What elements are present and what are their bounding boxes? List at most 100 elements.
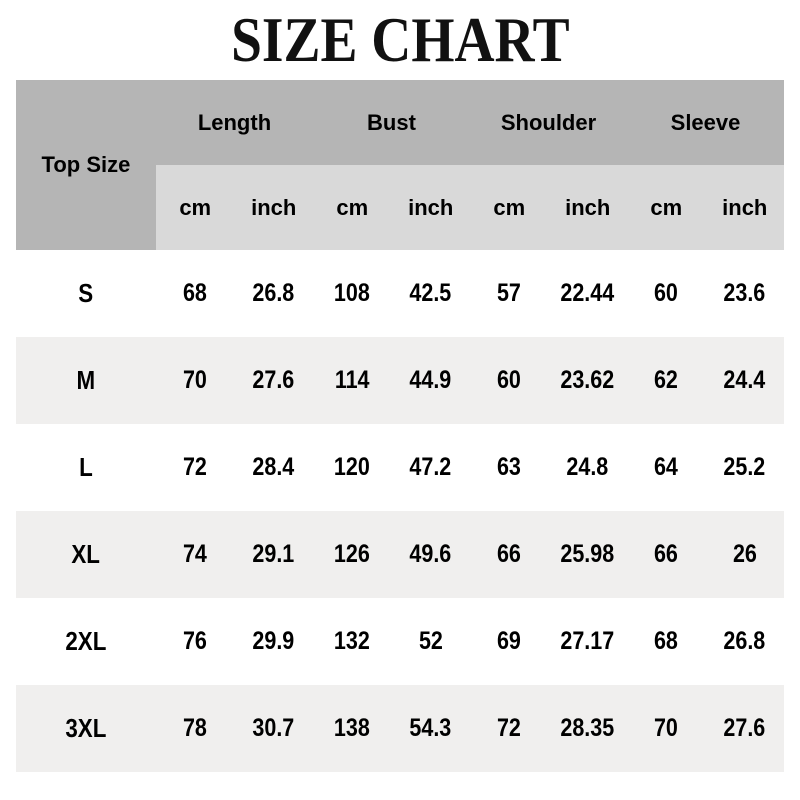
measurement-value: 27.6 [723, 714, 766, 742]
measurement-value: 49.6 [409, 540, 452, 568]
measurement-cell: 24.4 [706, 337, 785, 424]
measurement-cell: 26.8 [706, 598, 785, 685]
measurement-value: 126 [334, 540, 371, 568]
unit-header-cell: inch [391, 165, 470, 250]
group-header-bust: Bust [312, 80, 470, 165]
measurement-value: 108 [334, 279, 371, 307]
measurement-value: 63 [497, 453, 522, 481]
size-label: M [76, 365, 96, 395]
measurement-value: 25.2 [723, 453, 766, 481]
measurement-value: 29.9 [252, 627, 295, 655]
measurement-cell: 70 [627, 685, 706, 772]
measurement-cell: 26.8 [234, 250, 313, 337]
measurement-value: 62 [654, 366, 679, 394]
measurement-value: 22.44 [560, 279, 615, 307]
page-header: SIZE CHART [0, 0, 800, 80]
measurement-cell: 68 [156, 250, 235, 337]
measurement-value: 24.8 [566, 453, 609, 481]
measurement-value: 68 [654, 627, 679, 655]
measurement-value: 26.8 [252, 279, 295, 307]
measurement-value: 64 [654, 453, 679, 481]
size-label: 2XL [65, 626, 107, 656]
measurement-value: 70 [183, 366, 208, 394]
size-label-cell: XL [16, 511, 156, 598]
group-header-length: Length [155, 80, 313, 165]
measurement-cell: 66 [627, 511, 706, 598]
measurement-value: 47.2 [409, 453, 452, 481]
measurement-cell: 25.98 [549, 511, 628, 598]
measurement-value: 54.3 [409, 714, 452, 742]
size-chart-table: Top Size Length Bust Shoulder Sleeve cm … [15, 80, 785, 772]
size-label-cell: M [16, 337, 156, 424]
unit-header-cell: inch [705, 165, 785, 250]
measurement-value: 44.9 [409, 366, 452, 394]
measurement-cell: 68 [627, 598, 706, 685]
size-label: L [79, 452, 93, 482]
measurement-cell: 29.1 [234, 511, 313, 598]
measurement-cell: 28.35 [549, 685, 628, 772]
measurement-cell: 44.9 [391, 337, 470, 424]
group-header-row: Top Size Length Bust Shoulder Sleeve [15, 80, 785, 250]
measurement-cell: 27.6 [234, 337, 313, 424]
measurement-value: 27.6 [252, 366, 295, 394]
measurement-cell: 30.7 [234, 685, 313, 772]
measurement-value: 69 [497, 627, 522, 655]
size-label-cell: L [16, 424, 156, 511]
measurement-value: 57 [497, 279, 522, 307]
measurement-value: 68 [183, 279, 208, 307]
size-row-l: L 72 28.4 120 47.2 63 24.8 64 25.2 [15, 424, 785, 511]
measurement-value: 27.17 [560, 627, 615, 655]
measurement-cell: 27.17 [549, 598, 628, 685]
group-header-sleeve: Sleeve [627, 80, 785, 165]
size-row-m: M 70 27.6 114 44.9 60 23.62 62 24.4 [15, 337, 785, 424]
corner-header-cell: Top Size [15, 80, 156, 250]
measurement-cell: 26 [706, 511, 785, 598]
size-label-cell: S [16, 250, 156, 337]
measurement-value: 30.7 [252, 714, 295, 742]
group-header-shoulder: Shoulder [470, 80, 627, 165]
measurement-value: 114 [334, 366, 370, 394]
size-label-cell: 2XL [16, 598, 156, 685]
measurement-cell: 57 [470, 250, 549, 337]
measurement-cell: 70 [156, 337, 235, 424]
measurement-cell: 62 [627, 337, 706, 424]
measurement-value: 60 [654, 279, 679, 307]
measurement-value: 66 [654, 540, 679, 568]
measurement-cell: 78 [156, 685, 235, 772]
measurement-cell: 63 [470, 424, 549, 511]
measurement-value: 120 [334, 453, 371, 481]
measurement-value: 23.6 [723, 279, 766, 307]
size-label: S [78, 278, 94, 308]
measurement-value: 25.98 [560, 540, 615, 568]
measurement-value: 74 [183, 540, 208, 568]
measurement-cell: 23.62 [549, 337, 628, 424]
size-label-cell: 3XL [16, 685, 156, 772]
measurement-value: 72 [183, 453, 208, 481]
measurement-value: 28.35 [560, 714, 615, 742]
measurement-cell: 24.8 [549, 424, 628, 511]
measurement-value: 76 [183, 627, 208, 655]
measurement-value: 24.4 [723, 366, 766, 394]
page-title: SIZE CHART [230, 4, 570, 75]
unit-header-cell: cm [155, 165, 235, 250]
size-row-2xl: 2XL 76 29.9 132 52 69 27.17 68 26.8 [15, 598, 785, 685]
measurement-cell: 28.4 [234, 424, 313, 511]
measurement-cell: 69 [470, 598, 549, 685]
measurement-cell: 52 [391, 598, 470, 685]
measurement-cell: 23.6 [706, 250, 785, 337]
size-row-xl: XL 74 29.1 126 49.6 66 25.98 66 26 [15, 511, 785, 598]
measurement-cell: 120 [313, 424, 392, 511]
measurement-cell: 27.6 [706, 685, 785, 772]
unit-header-cell: cm [627, 165, 706, 250]
measurement-cell: 72 [470, 685, 549, 772]
measurement-cell: 25.2 [706, 424, 785, 511]
measurement-value: 26.8 [723, 627, 766, 655]
measurement-cell: 54.3 [391, 685, 470, 772]
unit-header-cell: inch [234, 165, 313, 250]
measurement-value: 42.5 [409, 279, 452, 307]
measurement-cell: 66 [470, 511, 549, 598]
measurement-value: 66 [497, 540, 522, 568]
measurement-cell: 22.44 [549, 250, 628, 337]
measurement-value: 52 [418, 627, 443, 655]
unit-header-cell: cm [312, 165, 392, 250]
